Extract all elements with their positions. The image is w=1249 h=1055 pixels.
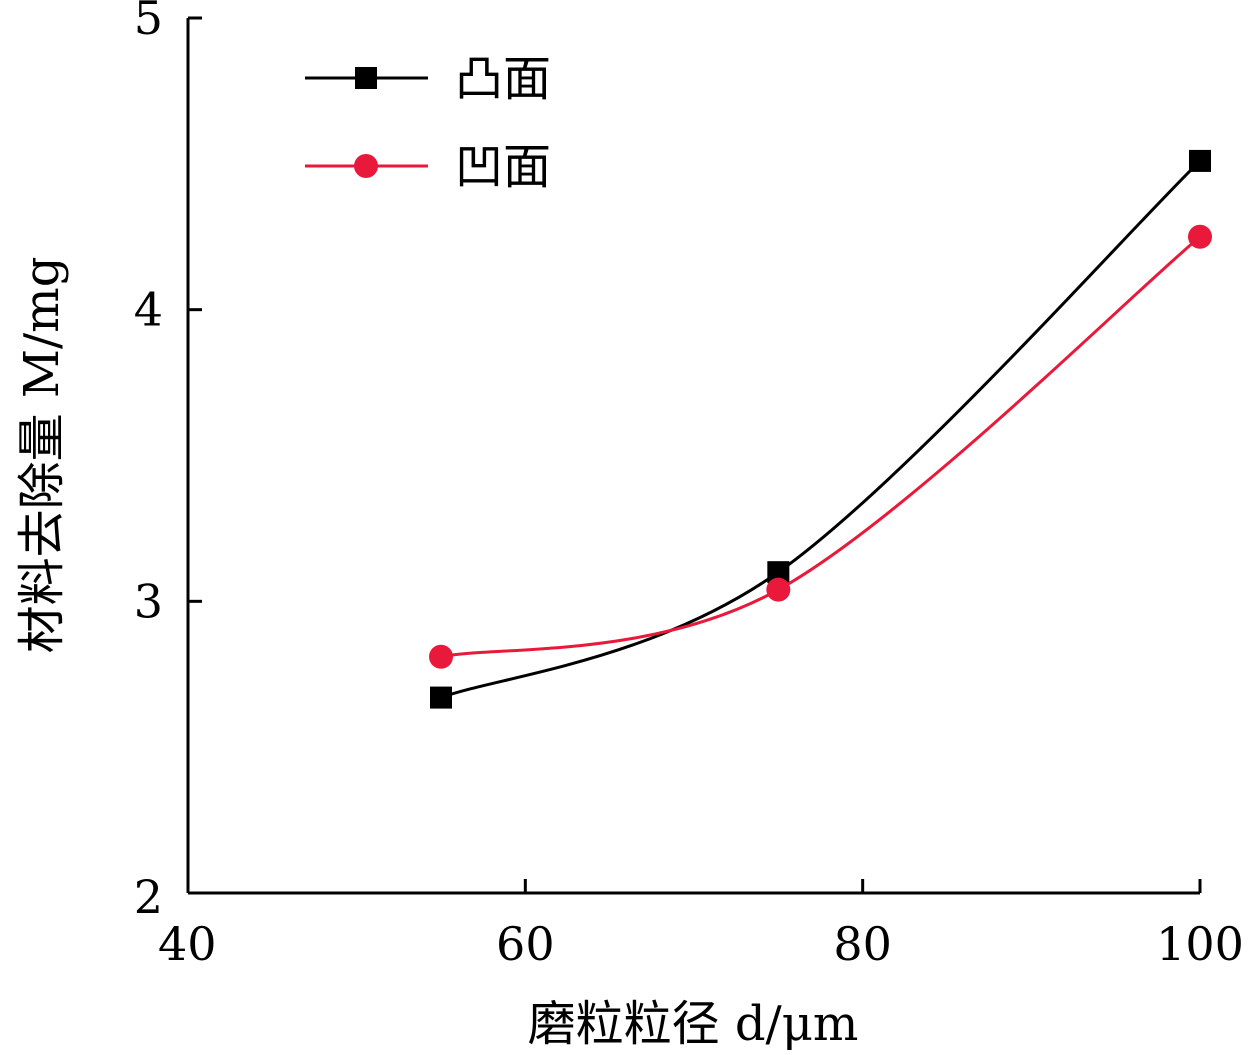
data-point bbox=[429, 644, 453, 669]
series-line bbox=[440, 159, 1202, 699]
data-point bbox=[1189, 149, 1211, 172]
series-line bbox=[440, 235, 1201, 659]
y-tick-label: 2 bbox=[134, 870, 163, 924]
x-axis-title: 磨粒粒径 d/μm bbox=[528, 996, 859, 1052]
y-axis-title: 材料去除量 M/mg bbox=[14, 257, 70, 654]
x-tick-label: 100 bbox=[1156, 917, 1244, 971]
series-layer bbox=[429, 149, 1212, 709]
data-point bbox=[766, 577, 791, 602]
y-tick-label: 4 bbox=[134, 283, 163, 337]
data-point bbox=[430, 686, 452, 709]
legend-label: 凹面 bbox=[455, 139, 551, 195]
legend-item-2: 凹面 bbox=[305, 139, 551, 195]
x-tick-label: 60 bbox=[496, 917, 555, 971]
x-tick-label: 80 bbox=[833, 917, 892, 971]
y-tick-label: 3 bbox=[134, 574, 163, 628]
legend-label: 凸面 bbox=[455, 51, 551, 107]
y-tick-label: 5 bbox=[134, 0, 163, 45]
series-1 bbox=[430, 149, 1211, 709]
legend-item-1: 凸面 bbox=[305, 51, 551, 107]
legend-marker bbox=[355, 67, 377, 89]
data-point bbox=[767, 561, 790, 584]
x-tick-label: 40 bbox=[158, 917, 217, 971]
axes: 40 60 80 100 2 3 4 5 bbox=[134, 0, 1244, 971]
series-2 bbox=[429, 224, 1212, 669]
data-point bbox=[1188, 224, 1212, 249]
legend-marker bbox=[354, 154, 378, 178]
